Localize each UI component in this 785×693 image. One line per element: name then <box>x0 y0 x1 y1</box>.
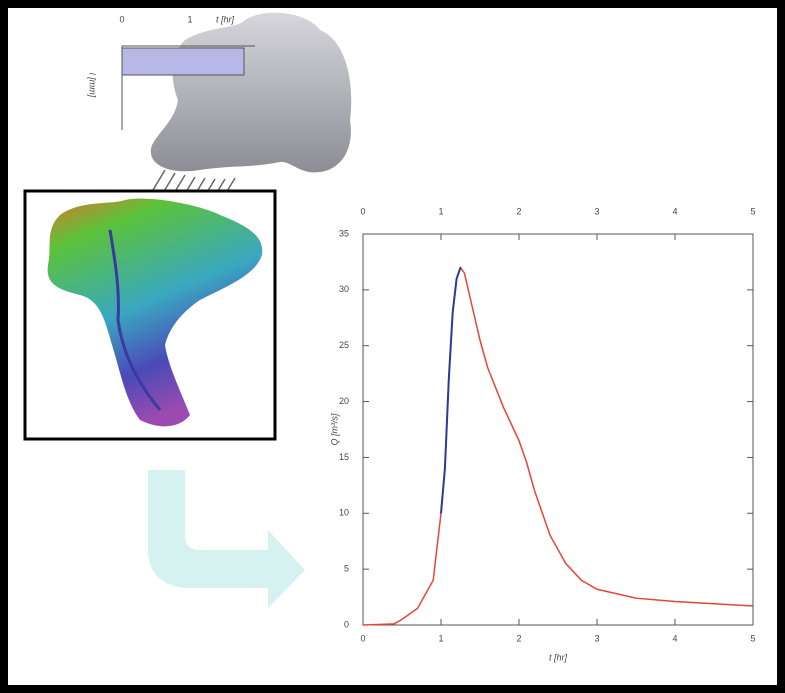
hyetograph-x-label: t [hr] <box>216 14 235 24</box>
x-tick-label: 5 <box>750 633 755 643</box>
y-tick-label: 5 <box>344 564 349 574</box>
x-tick-label: 2 <box>516 633 521 643</box>
x-tick-label-top: 3 <box>594 206 599 216</box>
flow-arrow <box>148 470 305 608</box>
y-tick-label: 30 <box>339 284 349 294</box>
x-tick-label-top: 2 <box>516 206 521 216</box>
hydrograph-line <box>440 267 462 514</box>
watershed-map <box>47 198 263 427</box>
x-tick-label-top: 0 <box>360 206 365 216</box>
y-tick-label: 20 <box>339 396 349 406</box>
x-tick-label: 0 <box>360 633 365 643</box>
x-tick-label-top: 5 <box>750 206 755 216</box>
y-axis-label: Q [m³/s] <box>329 413 339 445</box>
x-tick-label-top: 1 <box>438 206 443 216</box>
y-tick-label: 0 <box>344 619 349 629</box>
hyetograph-x-tick: 1 <box>187 14 192 24</box>
y-tick-label: 15 <box>339 452 349 462</box>
hyetograph-x-tick: 0 <box>119 14 124 24</box>
y-tick-label: 25 <box>339 340 349 350</box>
hyetograph-y-label: i [mm] <box>88 73 98 98</box>
x-tick-label-top: 4 <box>672 206 677 216</box>
y-tick-label: 35 <box>339 228 349 238</box>
hydrograph: 0 0 1 1 2 2 3 3 4 4 5 5 0 5 10 15 20 25 30 35 t [hr] Q [m³/s] <box>329 206 755 662</box>
river <box>108 229 162 411</box>
plot-frame <box>362 233 754 626</box>
x-axis-label: t [hr] <box>549 652 568 662</box>
y-tick-label: 10 <box>339 508 349 518</box>
x-tick-label: 1 <box>438 633 443 643</box>
hyetograph-bar <box>121 47 245 76</box>
x-tick-label: 4 <box>672 633 677 643</box>
hydrograph-line <box>362 265 754 626</box>
x-tick-label: 3 <box>594 633 599 643</box>
